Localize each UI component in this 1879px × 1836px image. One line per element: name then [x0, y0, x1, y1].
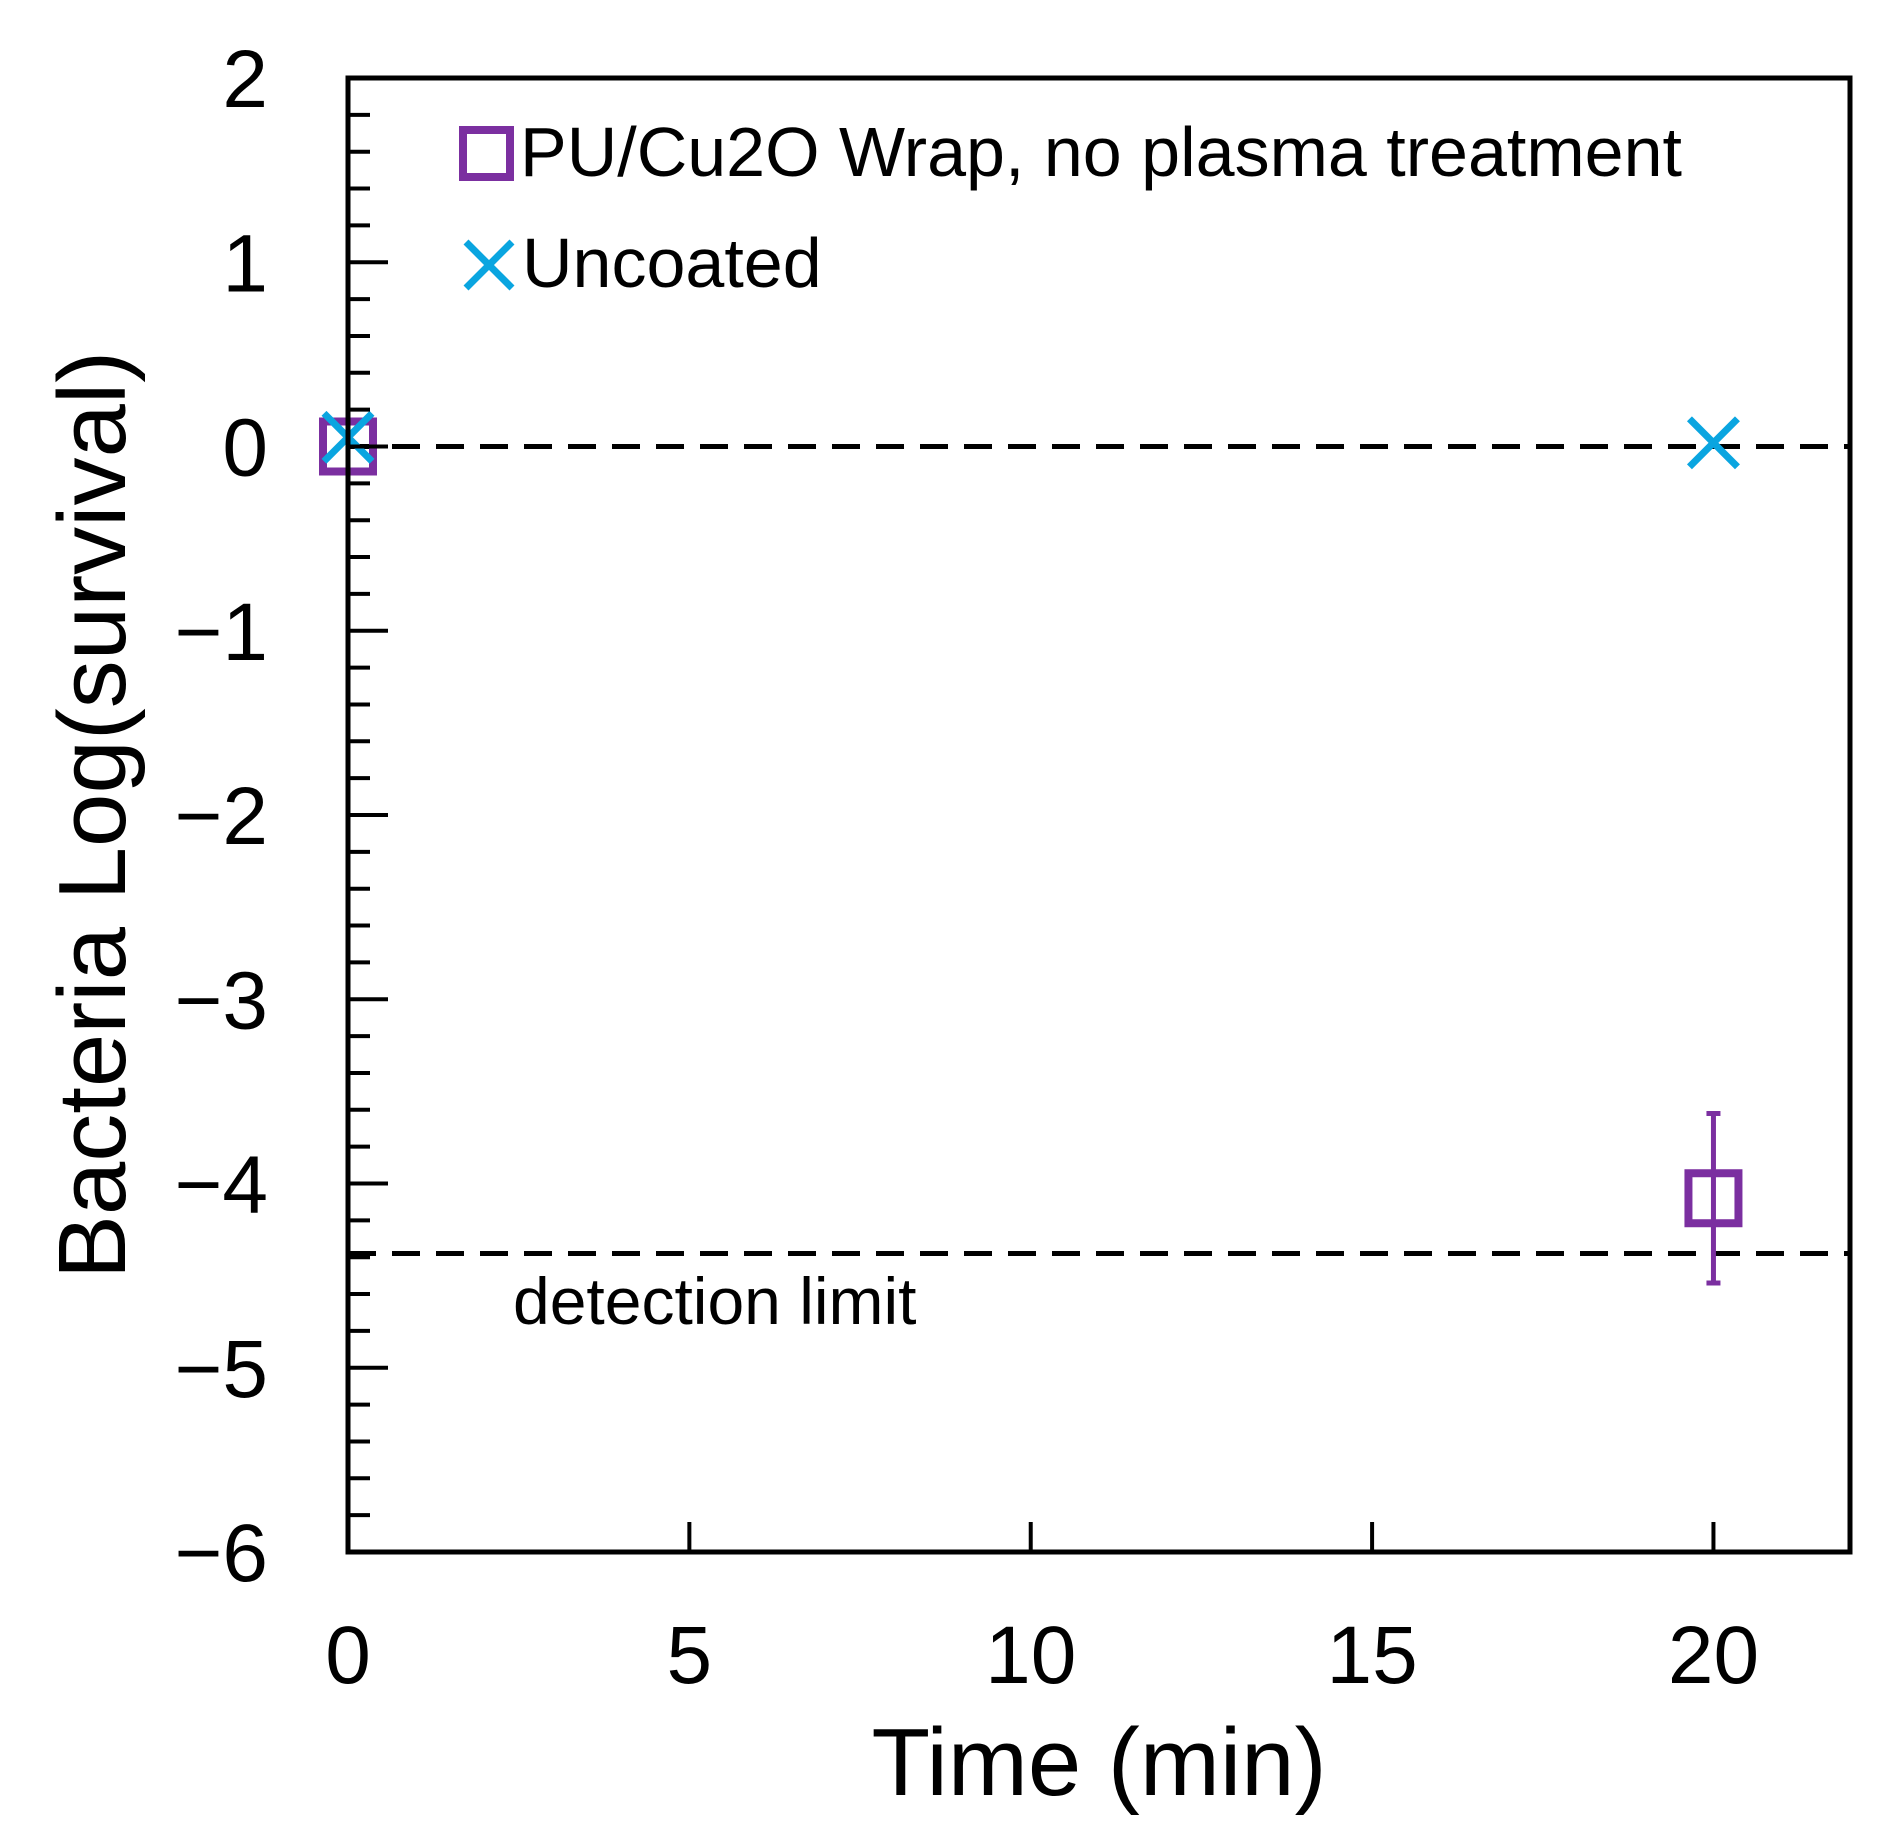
data-point-x: [1686, 416, 1740, 470]
y-tick-label: −5: [175, 1324, 269, 1415]
x-tick-label: 5: [667, 1610, 713, 1701]
y-axis-title: Bacteria Log(survival): [39, 351, 146, 1279]
y-tick-label: 0: [222, 403, 268, 494]
y-tick-label: −1: [175, 587, 269, 678]
data-point-square: [1684, 1169, 1743, 1228]
y-tick-label: 1: [222, 218, 268, 309]
x-axis-title: Time (min): [871, 1709, 1326, 1816]
legend: PU/Cu2O Wrap, no plasma treatment Uncoat…: [459, 113, 1682, 302]
x-tick-label: 20: [1668, 1610, 1759, 1701]
y-tick-label: −4: [175, 1140, 269, 1231]
x-tick-label: 0: [325, 1610, 371, 1701]
plot-frame: [345, 75, 1853, 1555]
data-markers: [319, 410, 1743, 1286]
legend-label-pucu2o: PU/Cu2O Wrap, no plasma treatment: [520, 113, 1682, 191]
x-tick-label: 15: [1326, 1610, 1417, 1701]
data-point-x-stroke: [1686, 416, 1740, 470]
legend-label-uncoated: Uncoated: [522, 224, 822, 302]
tick-labels: 210−1−2−3−4−5−60 5 10 15 20: [175, 34, 1760, 1701]
x-tick-label: 10: [985, 1610, 1076, 1701]
reference-lines: [348, 444, 1850, 1257]
y-tick-label: −3: [175, 955, 269, 1046]
y-tick-label: −2: [175, 771, 269, 862]
detection-limit-label: detection limit: [513, 1264, 917, 1338]
y-tick-label: 2: [222, 34, 268, 125]
y-tick-label: −6: [175, 1508, 269, 1599]
legend-square-icon: [459, 126, 514, 181]
legend-x-icon: [463, 239, 515, 291]
